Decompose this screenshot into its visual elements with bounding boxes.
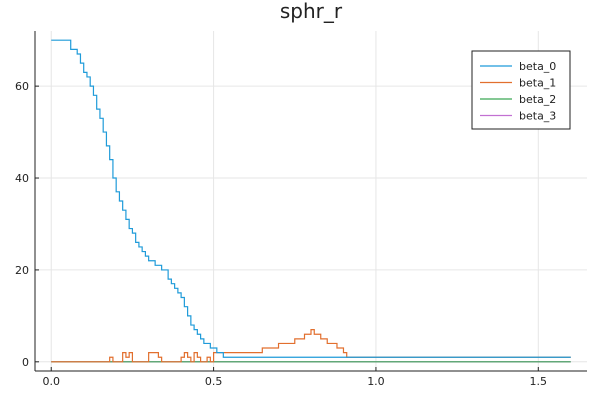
series-line-beta_0 [51, 39, 571, 358]
axis-layer: 0.0 0.5 1.0 1.5 0 20 40 60 [15, 31, 587, 388]
x-tick-label: 1.5 [530, 375, 548, 388]
x-tick-label: 1.0 [367, 375, 385, 388]
series-line-beta_1 [51, 329, 571, 363]
legend: beta_0 beta_1 beta_2 beta_3 [471, 50, 571, 130]
legend-label-beta_2: beta_2 [519, 93, 556, 106]
y-tick-label: 40 [15, 172, 29, 185]
y-tick-label: 0 [22, 356, 29, 369]
y-tick-label: 60 [15, 80, 29, 93]
series-layer [51, 39, 571, 363]
legend-label-beta_3: beta_3 [519, 110, 556, 123]
legend-label-beta_0: beta_0 [519, 60, 556, 73]
y-tick-label: 20 [15, 264, 29, 277]
chart-title: sphr_r [280, 0, 343, 23]
legend-label-beta_1: beta_1 [519, 77, 556, 90]
x-tick-label: 0.5 [205, 375, 223, 388]
x-tick-label: 0.0 [42, 375, 60, 388]
